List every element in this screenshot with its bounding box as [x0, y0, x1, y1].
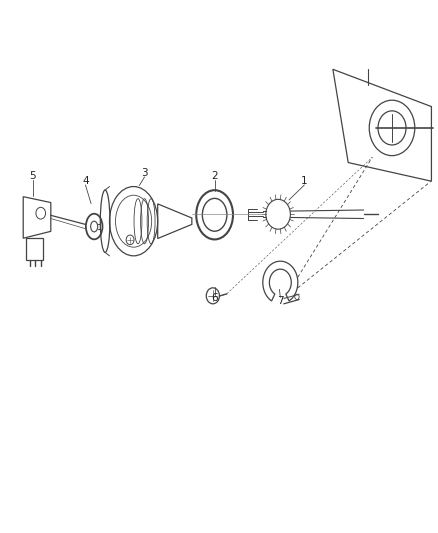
Text: 7: 7 [277, 296, 284, 306]
Text: 4: 4 [82, 176, 89, 186]
Text: 5: 5 [29, 171, 36, 181]
Text: 6: 6 [211, 294, 218, 303]
Text: 1: 1 [301, 176, 308, 186]
Text: 3: 3 [141, 168, 148, 178]
Text: 2: 2 [211, 171, 218, 181]
